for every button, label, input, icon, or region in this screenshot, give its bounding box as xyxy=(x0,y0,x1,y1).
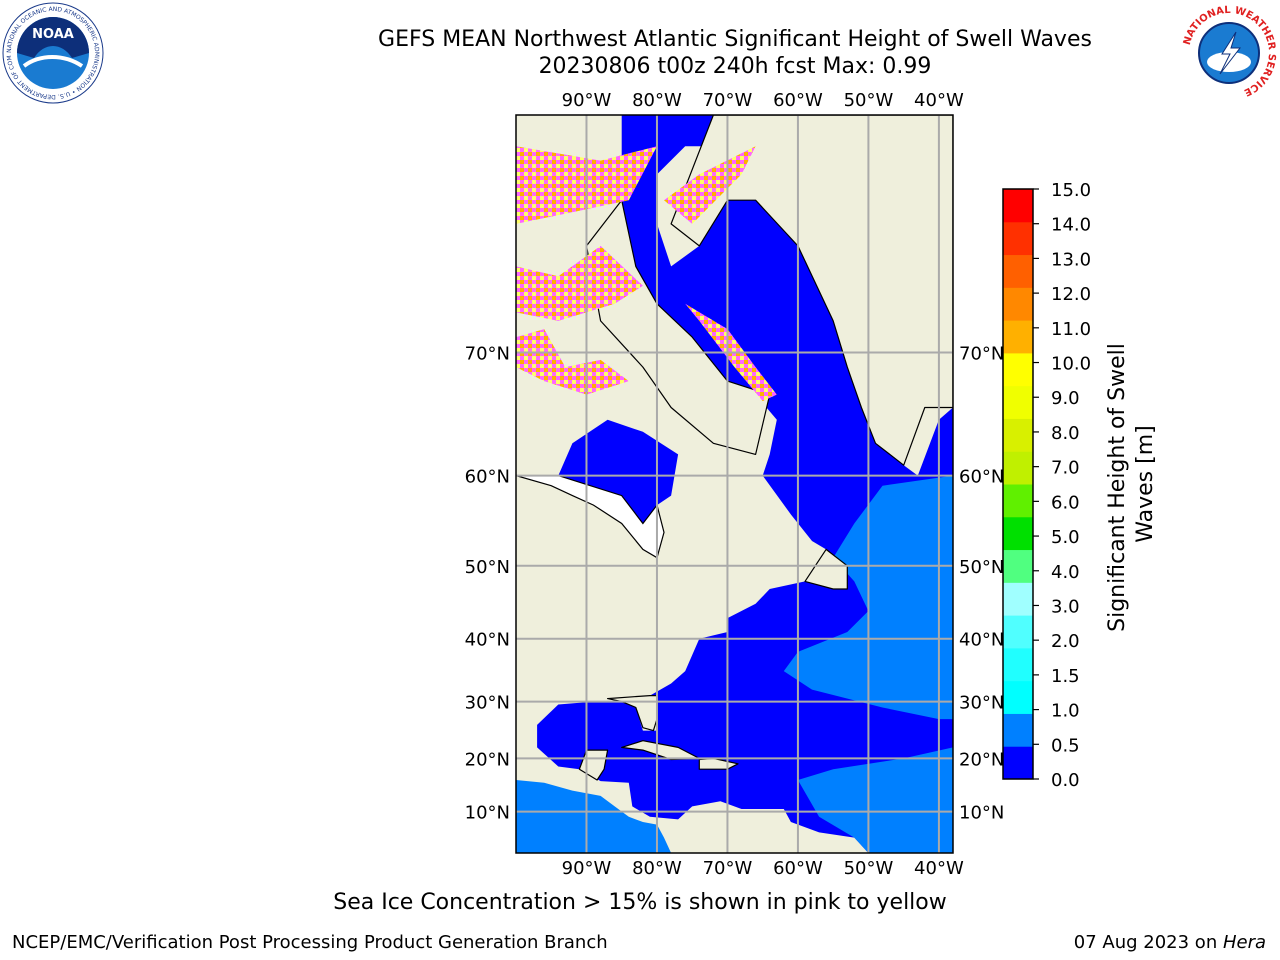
colorbar-tick-label: 5.0 xyxy=(1051,527,1080,548)
colorbar-segment xyxy=(1003,582,1033,616)
lat-tick-label: 30°N xyxy=(959,693,1004,714)
colorbar-label: Significant Height of Swell Waves [m] xyxy=(1105,336,1158,632)
lat-tick-label: 60°N xyxy=(465,467,510,488)
colorbar-segment xyxy=(1003,254,1033,288)
colorbar-tick-label: 3.0 xyxy=(1051,596,1080,617)
lat-tick-label: 40°N xyxy=(465,630,510,651)
noaa-logo: NATIONAL OCEANIC AND ATMOSPHERIC ADMINIS… xyxy=(2,2,104,104)
lon-tick-label: 90°W xyxy=(562,90,612,111)
graticule xyxy=(516,115,953,853)
chart-title: GEFS MEAN Northwest Atlantic Significant… xyxy=(378,27,1092,52)
colorbar-tick-label: 14.0 xyxy=(1051,215,1091,236)
lat-tick-label: 70°N xyxy=(959,343,1004,364)
colorbar-tick-label: 13.0 xyxy=(1051,249,1091,270)
map-frame xyxy=(515,114,954,854)
lat-tick-label: 40°N xyxy=(959,630,1004,651)
colorbar-tick-label: 1.5 xyxy=(1051,666,1080,687)
lat-tick-label: 50°N xyxy=(959,557,1004,578)
lat-tick-label: 30°N xyxy=(465,693,510,714)
colorbar-label-line1: Significant Height of Swell xyxy=(1105,343,1130,632)
colorbar-segment xyxy=(1003,713,1033,747)
lat-tick-label: 50°N xyxy=(465,557,510,578)
lat-tick-label: 20°N xyxy=(465,749,510,770)
no-data-region xyxy=(516,475,665,559)
footer-credit: NCEP/EMC/Verification Post Processing Pr… xyxy=(12,932,608,953)
colorbar-tick-label: 0.0 xyxy=(1051,770,1080,791)
lat-tick-label: 10°N xyxy=(465,803,510,824)
colorbar-segment xyxy=(1003,680,1033,714)
lon-tick-label: 60°W xyxy=(773,858,823,879)
colorbar-segment xyxy=(1003,189,1033,223)
colorbar-tick-label: 0.5 xyxy=(1051,735,1080,756)
sea-ice-patch xyxy=(516,329,629,395)
colorbar-segment xyxy=(1003,287,1033,321)
colorbar-tick-label: 9.0 xyxy=(1051,388,1080,409)
colorbar-tick-label: 2.0 xyxy=(1051,631,1080,652)
colorbar-tick-label: 11.0 xyxy=(1051,319,1091,340)
chart-subtitle: 20230806 t00z 240h fcst Max: 0.99 xyxy=(538,54,932,79)
colorbar-segment xyxy=(1003,516,1033,551)
lon-tick-label: 70°W xyxy=(703,90,753,111)
sea-ice-patch xyxy=(516,245,643,321)
lon-tick-label: 70°W xyxy=(703,858,753,879)
colorbar-segment xyxy=(1003,221,1033,256)
sea-ice-patch xyxy=(664,146,756,224)
colorbar-tick-label: 15.0 xyxy=(1051,180,1091,201)
nws-logo: NATIONAL WEATHER SERVICE xyxy=(1179,3,1279,103)
ocean-mid-swell-south xyxy=(797,747,953,853)
footer-date: 07 Aug 2023 on Hera xyxy=(1074,932,1266,953)
colorbar: 0.0 0.5 1.0 1.5 2.0 3.0 4.0 5.0 6.0 7.0 8.0 9.0 10.0… xyxy=(1002,180,1091,791)
colorbar-frame xyxy=(1002,188,1034,780)
colorbar-tick-label: 6.0 xyxy=(1051,492,1080,513)
hudson-bay xyxy=(558,419,679,524)
colorbar-segment xyxy=(1003,615,1033,649)
florida-land xyxy=(607,695,658,732)
lon-tick-label: 60°W xyxy=(773,90,823,111)
lon-tick-label: 90°W xyxy=(562,858,612,879)
lon-tick-label: 40°W xyxy=(914,858,964,879)
colorbar-segment xyxy=(1003,746,1033,780)
lon-tick-label: 40°W xyxy=(914,90,964,111)
colorbar-segment xyxy=(1003,484,1033,518)
colorbar-segment xyxy=(1003,418,1033,452)
colorbar-label-line2: Waves [m] xyxy=(1133,425,1158,542)
newfoundland-land xyxy=(804,548,848,590)
colorbar-tick-label: 12.0 xyxy=(1051,284,1091,305)
sea-ice-note: Sea Ice Concentration > 15% is shown in … xyxy=(333,890,947,915)
lon-tick-label: 80°W xyxy=(632,90,682,111)
map-area xyxy=(516,115,953,853)
footer-machine: Hera xyxy=(1222,932,1266,953)
footer-date-text: 07 Aug 2023 on xyxy=(1073,932,1223,953)
lon-tick-label: 80°W xyxy=(632,858,682,879)
axis-tick-labels: 90°W 90°W 80°W 80°W 70°W 70°W 60°W 60°W 50°W 50°W… xyxy=(465,90,1005,879)
colorbar-tick-label: 10.0 xyxy=(1051,354,1091,375)
colorbar-tick-label: 7.0 xyxy=(1051,458,1080,479)
colorbar-segment xyxy=(1003,451,1033,485)
lat-tick-label: 60°N xyxy=(959,467,1004,488)
colorbar-segment xyxy=(1003,647,1033,682)
colorbar-segment xyxy=(1003,549,1033,583)
colorbar-segment xyxy=(1003,352,1033,387)
lat-tick-label: 70°N xyxy=(465,343,510,364)
lon-tick-label: 50°W xyxy=(844,90,894,111)
colorbar-segment xyxy=(1003,385,1033,419)
noaa-logo-text: NOAA xyxy=(32,27,74,42)
colorbar-tick-label: 4.0 xyxy=(1051,562,1080,583)
colorbar-segment xyxy=(1003,320,1033,354)
pacific-ocean xyxy=(516,780,672,853)
lon-tick-label: 50°W xyxy=(844,858,894,879)
colorbar-tick-label: 1.0 xyxy=(1051,701,1080,722)
colorbar-tick-label: 8.0 xyxy=(1051,423,1080,444)
lat-tick-label: 20°N xyxy=(959,749,1004,770)
lat-tick-label: 10°N xyxy=(959,803,1004,824)
